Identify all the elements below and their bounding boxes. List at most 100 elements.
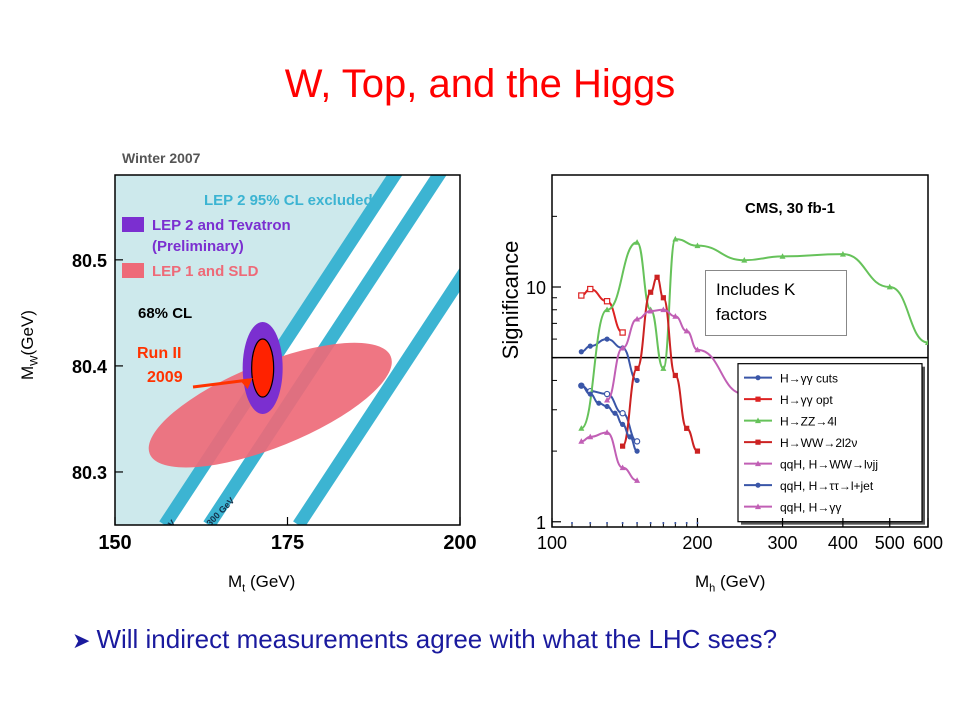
data-point-square (672, 372, 678, 379)
y-tick-label: 1 (536, 513, 546, 533)
data-point-open-square (587, 285, 594, 293)
run2-label-line1: Run II (137, 345, 181, 362)
baseline-dot (621, 522, 624, 524)
data-point-triangle (886, 283, 893, 290)
y-axis-label-significance: Significance (498, 241, 523, 360)
bullet-text: Will indirect measurements agree with wh… (96, 624, 778, 654)
data-point-circle (578, 383, 584, 389)
arrow-bullet-icon: ➤ (72, 628, 91, 653)
data-point-circle (755, 482, 761, 488)
data-point-open-circle (603, 390, 611, 398)
x-tick-label: 175 (271, 532, 304, 554)
data-point-triangle (660, 365, 667, 371)
data-point-open-square (578, 292, 585, 299)
data-point-triangle (694, 346, 701, 353)
data-point-triangle (925, 339, 928, 345)
data-point-open-square (619, 329, 626, 336)
chart-title-winter-2007: Winter 2007 (122, 150, 201, 166)
data-point-triangle (604, 396, 611, 403)
data-point-circle (604, 403, 610, 410)
data-point-triangle (755, 460, 761, 467)
data-point-circle (587, 343, 593, 349)
right-plot-area (552, 235, 928, 483)
x-tick-label: 600 (913, 533, 943, 553)
chart-title-cms: CMS, 30 fb-1 (745, 200, 835, 217)
data-point-triangle (672, 235, 679, 242)
data-point-circle (634, 448, 640, 454)
data-point-square (694, 448, 701, 454)
data-point-triangle (839, 250, 846, 257)
x-tick-label: 300 (768, 533, 798, 553)
data-point-circle (634, 377, 640, 384)
left-x-caption: Mt (GeV) (228, 572, 296, 595)
baseline-dot (674, 522, 677, 524)
data-point-square (684, 425, 690, 431)
data-point-square (620, 443, 626, 449)
higgs-mass-band (203, 175, 447, 525)
data-point-circle (627, 434, 633, 440)
x-tick-label: 150 (98, 532, 131, 554)
y-tick-label: 10 (526, 278, 546, 298)
x-tick-label: 400 (828, 533, 858, 553)
mw-vs-mt-chart: Winter 2007 m_H = 114 GeV m_H = 300 GeVm_H… (72, 150, 477, 554)
slide-title: W, Top, and the Higgs (284, 62, 676, 106)
data-point-triangle (634, 477, 641, 483)
baseline-dot (649, 522, 652, 524)
data-point-triangle (672, 313, 679, 319)
data-point-square (755, 439, 761, 445)
data-point-triangle (634, 315, 641, 322)
legend-entry-label: qqH, H→γγ (780, 501, 841, 515)
data-point-square (648, 289, 654, 295)
data-point-triangle (587, 433, 594, 440)
data-point-square (654, 274, 660, 280)
legend-entry-label: H→ZZ→4l (780, 415, 837, 429)
bullet-question: ➤ Will indirect measurements agree with w… (72, 624, 777, 655)
baseline-dot (589, 522, 592, 524)
baseline-dot (662, 522, 665, 524)
data-point-open-circle (633, 438, 641, 445)
x-tick-label: 200 (443, 532, 476, 554)
k-factor-line-2: factors (716, 305, 768, 324)
x-tick-label: 500 (875, 533, 905, 553)
data-point-circle (604, 336, 610, 342)
data-point-square (660, 295, 666, 301)
run2-2009-ellipse (251, 338, 275, 398)
legend-swatch-lep2-tevatron (122, 217, 144, 232)
left-y-caption: MW(GeV) (18, 310, 41, 380)
data-point-circle (612, 410, 618, 416)
y-tick-label: 80.4 (72, 357, 107, 377)
data-point-open-circle (619, 410, 626, 417)
data-point-triangle (694, 242, 701, 249)
data-point-triangle (755, 503, 761, 510)
cl-label: 68% CL (138, 305, 192, 322)
data-point-triangle (604, 306, 611, 313)
k-factor-note: Includes K factors (705, 270, 847, 336)
data-point-circle (596, 400, 602, 406)
legend-lep1-sld: LEP 1 and SLD (152, 263, 259, 280)
baseline-dot (606, 522, 609, 524)
data-point-circle (587, 391, 593, 397)
x-tick-label: 200 (682, 533, 712, 553)
k-factor-line-1: Includes K (716, 280, 796, 299)
run2-label-line2: 2009 (147, 369, 183, 386)
legend-entry-label: qqH, H→WW→lνjj (780, 458, 878, 472)
data-point-triangle (660, 306, 667, 313)
data-point-triangle (578, 438, 585, 444)
legend-entry-label: H→γγ cuts (780, 372, 838, 386)
right-x-caption: Mh (GeV) (695, 572, 766, 595)
legend-entry-label: H→γγ opt (780, 393, 833, 407)
series-line (581, 288, 624, 334)
legend-swatch-lep1-sld (122, 263, 144, 278)
y-tick-label: 80.3 (72, 463, 107, 483)
data-point-triangle (755, 417, 761, 424)
data-point-circle (578, 349, 584, 355)
y-tick-label: 80.5 (72, 251, 107, 271)
data-point-triangle (634, 239, 641, 245)
run2-arrow-head (239, 378, 253, 390)
data-point-triangle (604, 429, 611, 435)
run2-arrow-line (192, 378, 249, 389)
legend-preliminary: (Preliminary) (152, 238, 244, 255)
x-tick-label: 100 (537, 533, 567, 553)
data-point-triangle (647, 307, 654, 314)
